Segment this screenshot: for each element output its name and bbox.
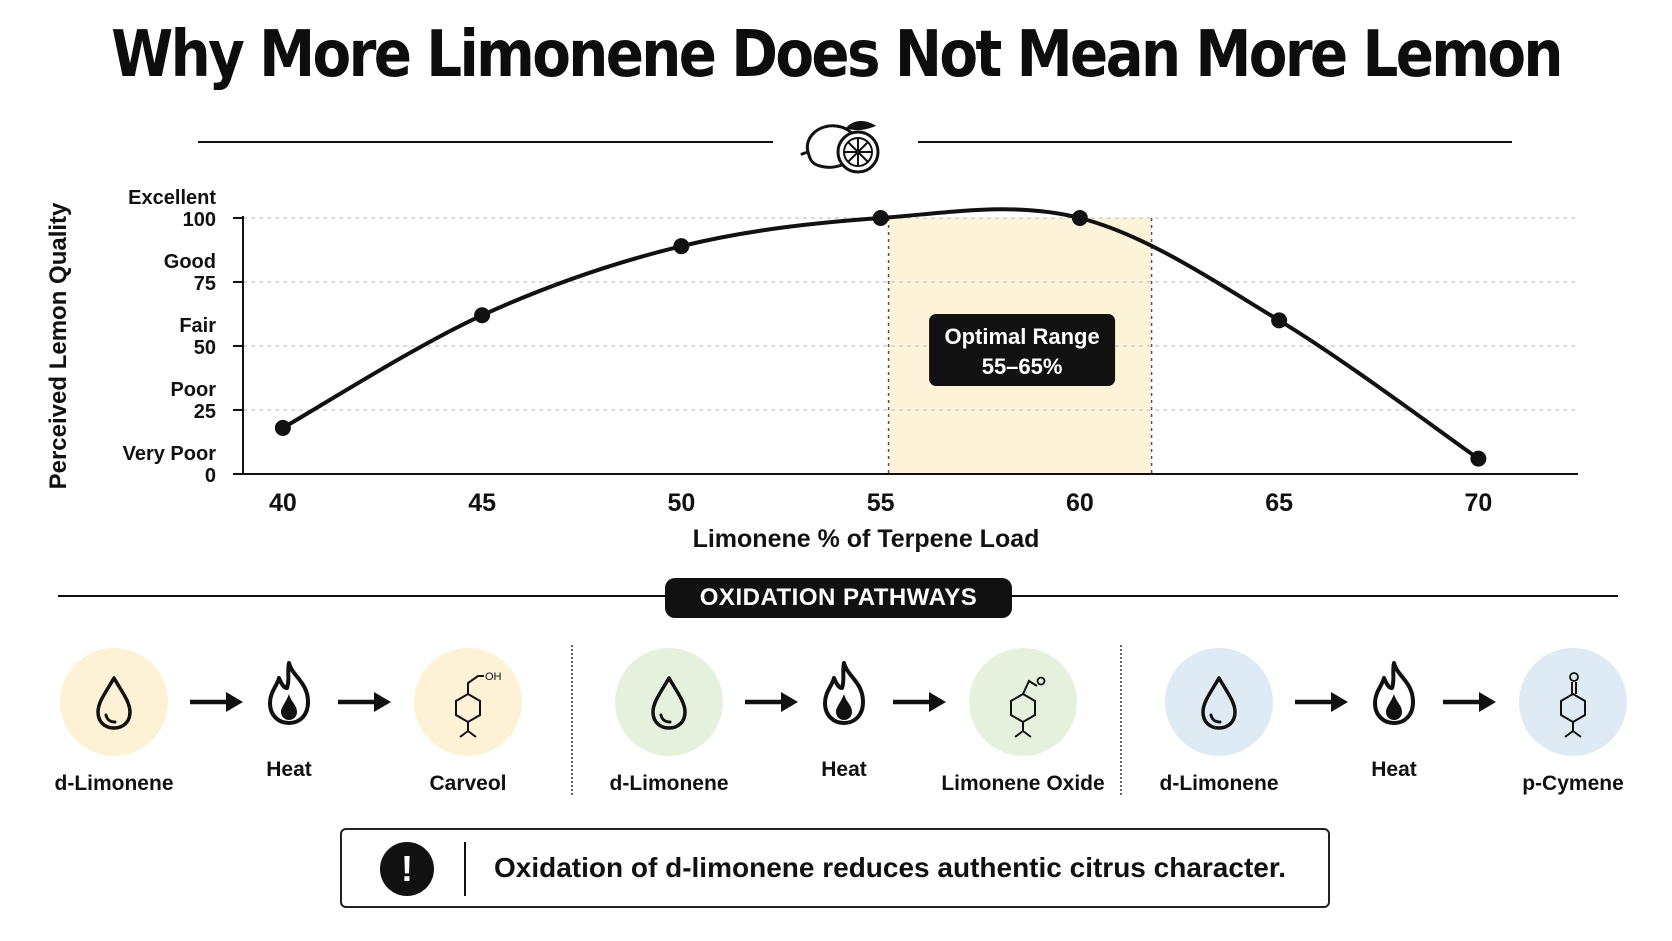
droplet-icon (96, 676, 132, 730)
x-tick-label: 60 (1066, 489, 1094, 517)
arrow-icon (893, 692, 946, 712)
optimal-range-callout: Optimal Range 55–65% (929, 314, 1116, 386)
y-tick-label: Fair (179, 315, 216, 337)
data-point (872, 210, 889, 226)
flame-icon (823, 661, 865, 725)
arrow-icon (745, 692, 798, 712)
arrow-icon (1295, 692, 1348, 712)
pathway-start-label: d-Limonene (1159, 772, 1279, 795)
y-tick-value: 75 (194, 273, 216, 295)
x-tick-label: 50 (667, 489, 695, 517)
y-tick-value: 50 (194, 337, 216, 359)
x-tick-label: 55 (867, 489, 895, 517)
arrow-icon (190, 692, 243, 712)
data-point (474, 307, 491, 324)
y-tick-value: 25 (194, 401, 216, 423)
arrow-icon (1443, 692, 1496, 712)
oxidation-heading: OXIDATION PATHWAYS (665, 578, 1012, 618)
note-divider (464, 842, 466, 896)
optimal-range-value: 55–65% (982, 354, 1063, 379)
oxidation-note: ! Oxidation of d-limonene reduces authen… (340, 828, 1330, 908)
data-point (274, 419, 291, 436)
molecule-icon: OH (455, 671, 502, 738)
pathway-product-label: Carveol (429, 772, 507, 795)
molecule-icon (1560, 672, 1586, 738)
data-point (1470, 450, 1487, 467)
y-tick-label: Poor (170, 379, 216, 401)
data-point (1271, 312, 1288, 329)
droplet-icon (651, 676, 687, 730)
data-point (1071, 210, 1088, 226)
pathway-divider-1 (571, 645, 573, 795)
pathway-product-label: Limonene Oxide (941, 772, 1105, 795)
quality-chart: Very Poor0Poor25Fair50Good75Excellent100… (45, 187, 1578, 553)
pathway-process-label: Heat (1371, 758, 1417, 781)
x-tick-label: 65 (1265, 489, 1293, 517)
d-limonene-circle (60, 648, 168, 756)
note-text: Oxidation of d-limonene reduces authenti… (494, 852, 1286, 883)
y-tick-label: Very Poor (123, 443, 217, 465)
svg-text:OH: OH (485, 671, 502, 683)
exclamation-icon: ! (380, 842, 434, 896)
pathway-process-label: Heat (821, 758, 867, 781)
optimal-range-title: Optimal Range (944, 324, 1099, 349)
lemon-icon (800, 121, 880, 174)
x-tick-label: 45 (468, 489, 496, 517)
optimal-range-box (929, 314, 1116, 386)
droplet-icon (1201, 676, 1237, 730)
x-tick-label: 70 (1464, 489, 1492, 517)
y-tick-label: Good (164, 251, 216, 273)
molecule-icon (1010, 676, 1046, 738)
y-tick-value: 0 (205, 465, 216, 487)
d-limonene-circle (615, 648, 723, 756)
pathway-start-label: d-Limonene (54, 772, 174, 795)
y-tick-label: Excellent (128, 187, 216, 209)
d-limonene-circle (1165, 648, 1273, 756)
title-rule-right (918, 141, 1512, 143)
title-rule-left (198, 141, 773, 143)
pathway-product-label: p-Cymene (1522, 772, 1624, 795)
flame-icon (268, 661, 310, 725)
arrow-icon (338, 692, 391, 712)
quality-curve (280, 207, 1481, 461)
x-tick-label: 40 (269, 489, 297, 517)
x-axis-label: Limonene % of Terpene Load (693, 525, 1040, 553)
pathway-start-label: d-Limonene (609, 772, 729, 795)
pathway-process-label: Heat (266, 758, 312, 781)
data-point (673, 238, 690, 255)
y-tick-value: 100 (183, 209, 216, 231)
y-axis-label: Perceived Lemon Quality (45, 202, 72, 489)
product-circle (1519, 648, 1627, 756)
page-title: Why More Limonene Does Not Mean More Lem… (111, 18, 1563, 92)
product-circle: OH (414, 648, 522, 756)
product-circle (969, 648, 1077, 756)
pathway-divider-2 (1120, 645, 1122, 795)
flame-icon (1373, 661, 1415, 725)
